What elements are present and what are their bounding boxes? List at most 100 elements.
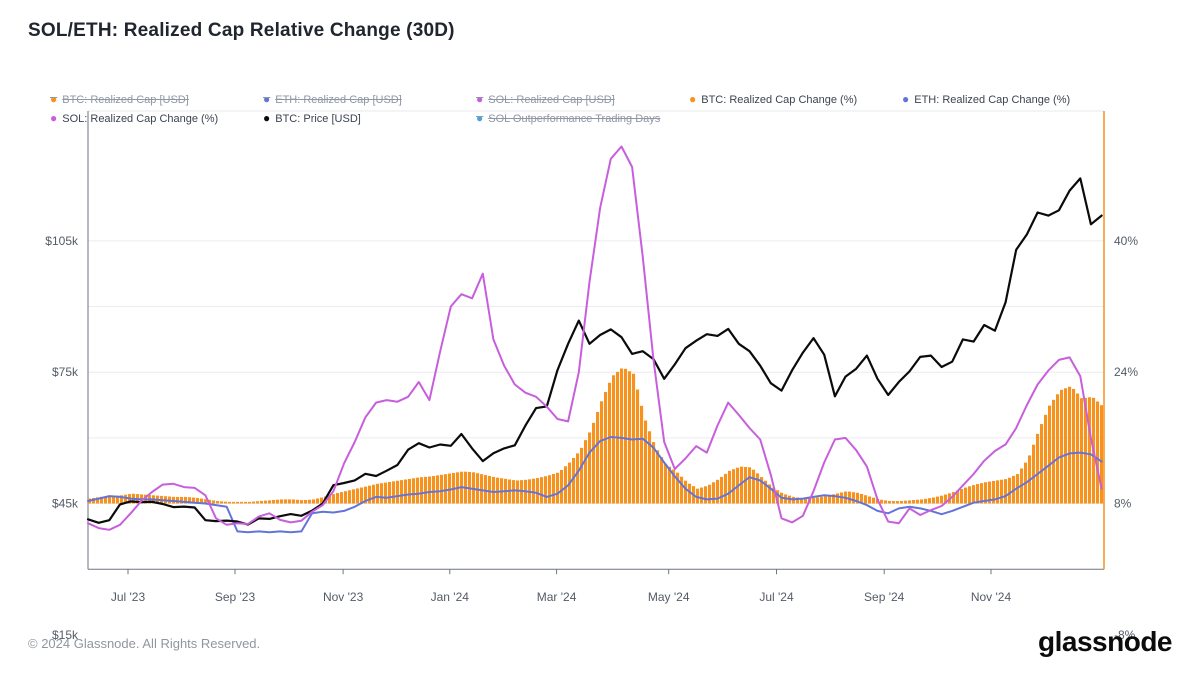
bar — [488, 475, 492, 504]
bar — [576, 453, 580, 504]
bar — [928, 498, 932, 504]
bar — [332, 494, 336, 504]
bar — [1000, 479, 1004, 504]
bar — [476, 473, 480, 504]
bar — [320, 497, 324, 504]
bar — [260, 500, 264, 504]
bar — [308, 499, 312, 504]
legend-item-7[interactable]: ● SOL Outperformance Trading Days — [466, 112, 679, 125]
bar — [272, 500, 276, 504]
bar — [1096, 401, 1100, 504]
bar — [184, 496, 188, 504]
x-tick-label: Jul '23 — [111, 590, 146, 604]
bar — [720, 476, 724, 504]
right-axis-label: -8% — [1114, 628, 1136, 642]
series-line — [87, 436, 1103, 534]
bar — [124, 494, 128, 504]
left-axis-label: $15k — [52, 628, 79, 642]
bar — [200, 498, 204, 504]
bar — [1088, 397, 1092, 504]
legend-item-5[interactable]: ● SOL: Realized Cap Change (%) — [40, 112, 253, 125]
bar — [392, 481, 396, 504]
bar — [544, 476, 548, 504]
bar — [824, 496, 828, 504]
bar — [952, 492, 956, 504]
legend-label: SOL Outperformance Trading Days — [488, 112, 661, 125]
bar — [820, 496, 824, 504]
bar — [960, 489, 964, 504]
bar — [604, 392, 608, 504]
legend-item-3[interactable]: ● BTC: Realized Cap Change (%) — [679, 93, 892, 106]
bar — [1004, 479, 1008, 504]
bar — [1064, 388, 1068, 504]
x-tick-label: Jan '24 — [431, 590, 470, 604]
bar — [516, 480, 520, 504]
bar — [716, 479, 720, 504]
legend-item-6[interactable]: ● BTC: Price [USD] — [253, 112, 466, 125]
bar — [768, 484, 772, 504]
legend-dot-icon: ● — [263, 91, 271, 106]
legend-label: ETH: Realized Cap Change (%) — [914, 93, 1071, 106]
bar — [896, 501, 900, 504]
bar — [100, 496, 104, 504]
bar — [480, 474, 484, 504]
bar — [388, 481, 392, 504]
bar — [1068, 386, 1072, 504]
x-tick-label: Nov '23 — [323, 590, 364, 604]
bar — [236, 501, 240, 504]
bar — [676, 472, 680, 504]
bar — [192, 497, 196, 504]
bar — [344, 491, 348, 504]
bar — [336, 493, 340, 504]
bar — [888, 501, 892, 504]
bar — [728, 470, 732, 504]
bar — [636, 389, 640, 504]
bar — [348, 490, 352, 504]
bar — [412, 478, 416, 504]
x-tick-label: Mar '24 — [537, 590, 577, 604]
bar — [740, 466, 744, 504]
series-line — [87, 145, 1103, 531]
bar — [1008, 477, 1012, 504]
bar — [328, 495, 332, 504]
bar — [292, 499, 296, 504]
bar — [380, 483, 384, 504]
bar — [828, 495, 832, 504]
bar — [252, 501, 256, 504]
bar — [932, 497, 936, 504]
bar — [904, 500, 908, 504]
bar — [232, 501, 236, 504]
bar — [408, 478, 412, 504]
bar — [384, 482, 388, 504]
bar — [572, 457, 576, 504]
bar — [196, 497, 200, 504]
bar — [376, 483, 380, 504]
bar — [224, 501, 228, 504]
bar — [1036, 433, 1040, 504]
bar — [1080, 398, 1084, 504]
bar — [112, 495, 116, 504]
bar — [248, 501, 252, 504]
bar — [484, 475, 488, 504]
bar — [864, 495, 868, 504]
bar — [240, 501, 244, 504]
bar — [592, 422, 596, 504]
legend-item-2[interactable]: ● SOL: Realized Cap [USD] — [466, 93, 679, 106]
bar — [628, 371, 632, 504]
legend-item-1[interactable]: ● ETH: Realized Cap [USD] — [253, 93, 466, 106]
series-line — [86, 177, 1103, 526]
legend-item-0[interactable]: ● BTC: Realized Cap [USD] — [40, 93, 253, 106]
bar — [276, 499, 280, 504]
bar — [512, 480, 516, 504]
bar — [244, 501, 248, 504]
legend-item-4[interactable]: ● ETH: Realized Cap Change (%) — [892, 93, 1105, 106]
bar — [1048, 405, 1052, 504]
legend-dot-icon: ● — [263, 110, 271, 125]
bar — [976, 484, 980, 504]
bar — [424, 476, 428, 504]
bar — [116, 495, 120, 504]
bar — [104, 496, 108, 504]
bar — [612, 375, 616, 504]
